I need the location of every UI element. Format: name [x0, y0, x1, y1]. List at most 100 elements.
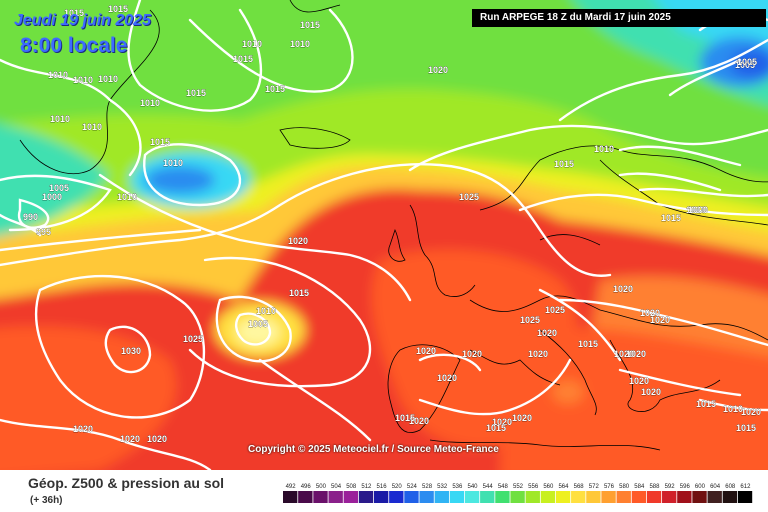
scale-tick-label: 532 [437, 484, 448, 490]
scale-swatch [586, 491, 601, 503]
isobar-label: 1020 [650, 315, 670, 325]
isobar-label: 1015 [108, 4, 128, 14]
scale-tick-label: 540 [468, 484, 479, 490]
forecast-date: Jeudi 19 juin 2025 [14, 12, 151, 29]
scale-tick-label: 500 [316, 484, 327, 490]
scale-tick-label: 584 [634, 484, 645, 490]
scale-swatch [389, 491, 404, 503]
scale-tick-label: 520 [392, 484, 403, 490]
isobar-label: 1020 [613, 284, 633, 294]
scale-swatch [737, 491, 753, 503]
isobar-label: 1010 [73, 75, 93, 85]
map-subtitle: (+ 36h) [30, 495, 63, 506]
isobar-label: 1025 [183, 334, 203, 344]
isobar-label: 1000 [688, 205, 708, 215]
isobar-label: 1010 [594, 144, 614, 154]
isobar-label: 1010 [163, 158, 183, 168]
isobar-label: 1010 [256, 306, 276, 316]
isobar-label: 1015 [300, 20, 320, 30]
scale-swatch [722, 491, 738, 503]
scale-swatch [343, 491, 359, 503]
color-scale-legend: 492 496 500 504 508 512 516 520 524 528 532 536 540 5… [283, 480, 753, 506]
coastline-layer [19, 0, 768, 451]
isobar-label: 1010 [98, 74, 118, 84]
scale-swatch [540, 491, 556, 503]
isobar-label: 1015 [265, 84, 285, 94]
scale-tick-label: 556 [528, 484, 539, 490]
isobar-label: 1020 [537, 328, 557, 338]
footer-bar: Géop. Z500 & pression au sol (+ 36h) 492… [0, 470, 768, 512]
isobar-label: 1020 [416, 346, 436, 356]
isobar-label: 1020 [512, 413, 532, 423]
isobar-label: 1015 [696, 399, 716, 409]
isobar-label: 1010 [290, 39, 310, 49]
color-scale: 492 496 500 504 508 512 516 520 524 528 532 536 540 5… [283, 484, 753, 503]
scale-tick-label: 548 [498, 484, 509, 490]
scale-swatch [646, 491, 662, 503]
scale-tick-label: 608 [725, 484, 736, 490]
map-title: Géop. Z500 & pression au sol [28, 475, 225, 491]
scale-swatch [358, 491, 374, 503]
scale-swatch [571, 491, 586, 503]
scale-swatch [692, 491, 707, 503]
scale-tick-label: 528 [422, 484, 433, 490]
isobar-label: 1020 [641, 387, 661, 397]
scale-swatch [480, 491, 495, 503]
isobar-label: 1010 [48, 70, 68, 80]
isobar-label: 1025 [545, 305, 565, 315]
scale-tick-label: 596 [680, 484, 691, 490]
isobar-label: 1020 [741, 407, 761, 417]
isobar-label: 1020 [147, 434, 167, 444]
scale-tick-label: 580 [619, 484, 630, 490]
isobar-label: 1010 [82, 122, 102, 132]
isobar-label: 1025 [520, 315, 540, 325]
scale-tick-label: 600 [695, 484, 706, 490]
isobar-label: 1015 [578, 339, 598, 349]
isobar-label: 1000 [42, 192, 62, 202]
isobar-label: 1015 [186, 88, 206, 98]
scale-tick-label: 504 [331, 484, 342, 490]
isobar-labels: 1015 1015 1010 1010 1015 1015 1015 1010 1010 1010… [23, 4, 761, 444]
isobar-label: 1020 [492, 417, 512, 427]
isobar-label: 1025 [459, 192, 479, 202]
scale-swatch [525, 491, 540, 503]
isobar-label: 1020 [462, 349, 482, 359]
scale-swatch [601, 491, 616, 503]
scale-swatch [328, 491, 343, 503]
isobar-label: 1010 [140, 98, 160, 108]
scale-swatch [298, 491, 313, 503]
scale-swatch [434, 491, 449, 503]
isobar-label: 1020 [120, 434, 140, 444]
scale-swatch [631, 491, 647, 503]
isobar-label: 1015 [736, 423, 756, 433]
isobar-label: 1020 [614, 349, 634, 359]
isobar-label: 995 [36, 227, 51, 237]
scale-tick-label: 576 [604, 484, 615, 490]
scale-swatch [404, 491, 419, 503]
scale-tick-label: 508 [346, 484, 357, 490]
isobar-label: 1010 [686, 205, 706, 215]
scale-swatch [677, 491, 692, 503]
isobar-label: 1005 [737, 57, 757, 67]
isobar-label: 1030 [121, 346, 141, 356]
isobar-label: 1020 [73, 424, 93, 434]
scale-swatch [449, 491, 465, 503]
scale-tick-label: 552 [513, 484, 524, 490]
scale-swatch [283, 491, 298, 503]
scale-tick-label: 560 [543, 484, 554, 490]
isobar-label: 1020 [288, 236, 308, 246]
isobar-label: 1020 [629, 376, 649, 386]
isobar-label: 1010 [117, 192, 137, 202]
scale-swatch [662, 491, 677, 503]
forecast-time: 8:00 locale [20, 34, 128, 57]
isobar-label: 1015 [554, 159, 574, 169]
isobar-label: 1005 [248, 319, 268, 329]
scale-tick-label: 592 [665, 484, 676, 490]
scale-tick-label: 564 [558, 484, 569, 490]
isobar-label: 1015 [150, 137, 170, 147]
isobar-label: 1020 [437, 373, 457, 383]
isobar-layer [0, 0, 768, 470]
scale-tick-label: 524 [407, 484, 418, 490]
scale-swatch [510, 491, 525, 503]
